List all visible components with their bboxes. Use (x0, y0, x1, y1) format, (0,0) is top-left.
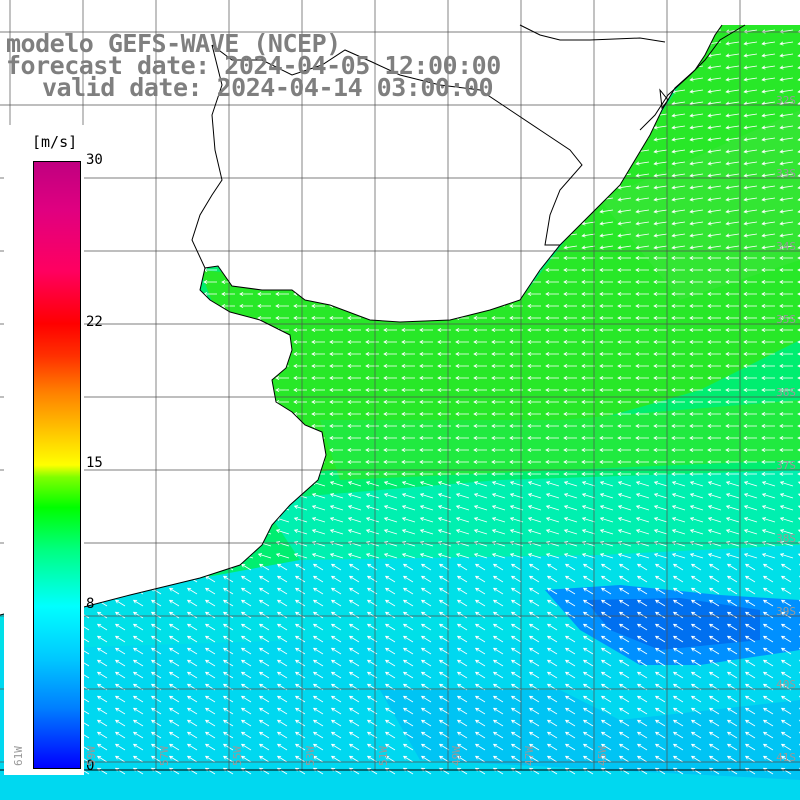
colorbar-tick-label: 30 (86, 152, 103, 168)
border-uruguay-brazil (211, 44, 583, 246)
colorbar-tick-label: 15 (86, 455, 103, 471)
latitude-label: 39S (776, 605, 796, 618)
latitude-label: 37S (776, 459, 796, 472)
latitude-label: 38S (776, 532, 796, 545)
longitude-label: 55W (231, 746, 244, 766)
longitude-label: 59W (85, 746, 98, 766)
lat-lon-grid (0, 0, 800, 771)
river-uruguay (191, 44, 223, 269)
longitude-label: 53W (304, 746, 317, 766)
lagoon-shore (639, 24, 746, 131)
latitude-label: 34S (776, 240, 796, 253)
title-model: modelo GEFS-WAVE (NCEP) (6, 29, 341, 58)
longitude-label: 61W (12, 746, 25, 766)
colorbar-tick-label: 22 (86, 313, 103, 330)
lagoon-island (659, 88, 669, 110)
border-north (519, 24, 666, 43)
longitude-label: 49W (450, 746, 463, 766)
colorbar-tick-label: 8 (86, 596, 95, 613)
coastline (0, 24, 723, 616)
longitude-label: 51W (377, 746, 390, 766)
latitude-label: 35S (776, 313, 796, 326)
colorbar (33, 161, 81, 769)
title-forecast-date: forecast date: 2024-04-05 12:00:00 (6, 51, 501, 80)
longitude-label: 47W (523, 746, 536, 766)
title-valid-date: valid date: 2024-04-14 03:00:00 (42, 73, 494, 102)
latitude-label: 40S (776, 678, 796, 691)
latitude-label: 32S (776, 94, 796, 107)
colorbar-unit: [m/s] (32, 133, 78, 151)
latitude-label: 41S (776, 751, 796, 764)
longitude-label: 57W (158, 746, 171, 766)
latitude-label: 33S (776, 167, 796, 180)
latitude-label: 36S (776, 386, 796, 399)
longitude-label: 45W (596, 746, 609, 766)
colorbar-tick-label: 0 (86, 758, 95, 774)
